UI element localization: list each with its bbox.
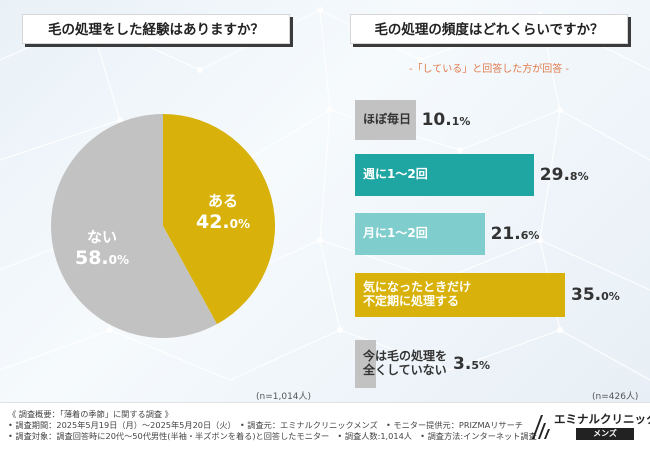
bar-2: 月に1〜2回 <box>355 213 485 255</box>
bar-row-1: 週に1〜2回 29.8% <box>355 154 645 196</box>
pie-label-nai-value: 58. <box>74 247 109 269</box>
pie-label-nai: ない 58.0% <box>72 226 132 269</box>
pie-slice-1 <box>50 114 217 338</box>
bar-label-1: 週に1〜2回 <box>363 167 428 182</box>
bar-row-2: 月に1〜2回 21.6% <box>355 213 645 255</box>
bar-value-int-2: 21. <box>490 224 521 244</box>
pie-label-aru-decimal: 0% <box>229 217 251 231</box>
clinic-logo-name: エミナルクリニック <box>554 412 650 426</box>
bar-sample-size: (n=426人) <box>592 392 639 402</box>
bar-row-0: ほぼ毎日 10.1% <box>355 100 645 140</box>
bar-value-dec-3: 0% <box>601 290 620 303</box>
bar-value-dec-1: 8% <box>569 170 589 183</box>
clinic-logo: エミナルクリニック メンズ <box>530 409 650 445</box>
bar-value-int-4: 3. <box>453 354 472 374</box>
bar-label-4: 今は毛の処理を 全くしていない <box>363 349 448 377</box>
bar-value-int-1: 29. <box>539 165 570 185</box>
bar-value-int-3: 35. <box>571 285 602 305</box>
question-2-title: 毛の処理の頻度はどれくらいですか？ <box>350 14 628 44</box>
bar-value-4: 3.5% <box>453 354 490 374</box>
bar-value-1: 29.8% <box>540 165 589 185</box>
survey-overview-line: • 調査対象：調査回答時に20代～50代男性(半袖・半ズボンを着る)と回答したモ… <box>8 431 537 441</box>
survey-overview: 《 調査概要：「薄着の季節」に関する調査 》 • 調査期間：2025年5月19日… <box>8 409 537 442</box>
clinic-logo-sub: メンズ <box>576 428 634 440</box>
bar-value-int-0: 10. <box>421 110 452 130</box>
pie-label-aru: ある 42.0% <box>188 190 258 233</box>
bar-row-3: 気になったときだけ 不定期に処理する 35.0% <box>355 273 645 317</box>
question-2-subnote: -「している」と回答した方が回答 - <box>408 64 570 75</box>
bar-label-3: 気になったときだけ 不定期に処理する <box>363 280 472 308</box>
bar-value-dec-2: 6% <box>520 229 540 242</box>
pie-slice-0 <box>163 114 275 325</box>
bar-label-0: ほぼ毎日 <box>363 112 412 127</box>
bar-1: 週に1〜2回 <box>355 154 534 196</box>
experience-pie-chart <box>50 114 275 338</box>
bar-3: 気になったときだけ 不定期に処理する <box>355 273 565 317</box>
survey-overview-line: 《 調査概要：「薄着の季節」に関する調査 》 <box>8 409 173 419</box>
pie-label-aru-value: 42. <box>195 211 230 233</box>
bar-4: 今は毛の処理を 全くしていない <box>355 340 447 388</box>
survey-overview-line: • 調査期間：2025年5月19日（月）～2025年5月20日（火） • 調査元… <box>8 420 523 430</box>
survey-footer: 《 調査概要：「薄着の季節」に関する調査 》 • 調査期間：2025年5月19日… <box>0 402 650 450</box>
bar-value-3: 35.0% <box>571 285 620 305</box>
bar-label-2: 月に1〜2回 <box>363 226 428 241</box>
bar-row-4: 今は毛の処理を 全くしていない 3.5% <box>355 340 645 388</box>
frequency-bar-chart: ほぼ毎日 10.1% 週に1〜2回 29.8% 月に1〜2回 21.6% 気になったときだけ… <box>355 100 645 390</box>
bar-value-dec-0: 1% <box>451 115 471 128</box>
bar-value-0: 10.1% <box>422 110 471 130</box>
bar-value-2: 21.6% <box>491 224 540 244</box>
pie-sample-size: (n=1,014人) <box>256 392 312 402</box>
question-1-title: 毛の処理をした経験はありますか？ <box>22 14 290 44</box>
pie-label-aru-name: ある <box>207 192 238 210</box>
pie-label-nai-name: ない <box>86 228 117 246</box>
bar-0: ほぼ毎日 <box>355 100 416 140</box>
clinic-logo-mark-icon <box>532 415 550 439</box>
bar-value-dec-4: 5% <box>471 359 490 372</box>
pie-label-nai-decimal: 0% <box>108 253 130 267</box>
